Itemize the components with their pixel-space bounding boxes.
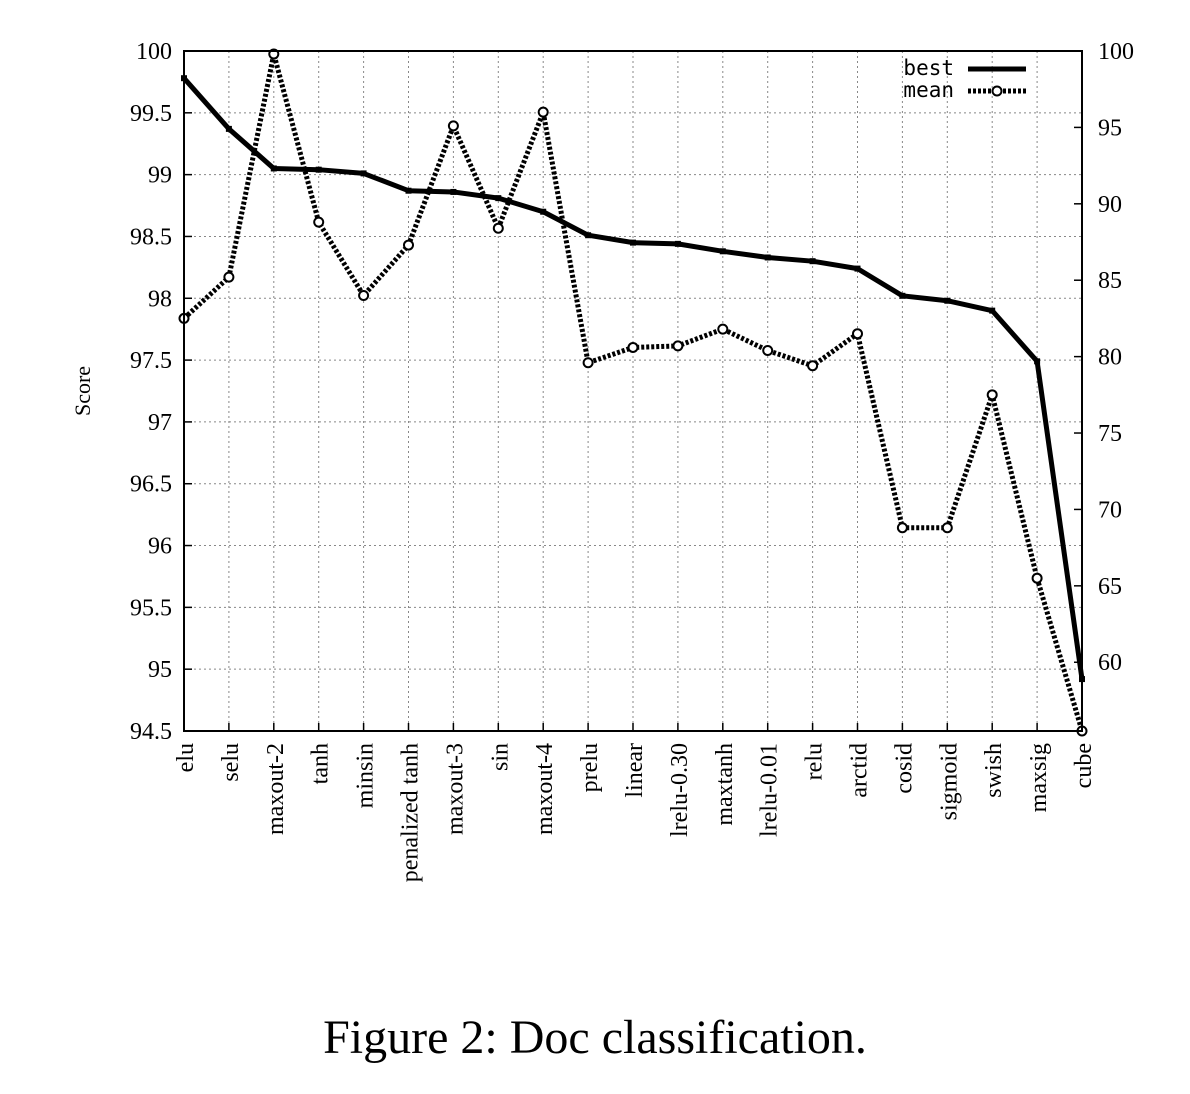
x-tick-label: prelu bbox=[577, 743, 603, 792]
y-tick-label: 99.5 bbox=[130, 101, 172, 127]
y-tick-label: 96.5 bbox=[130, 472, 172, 498]
x-tick-label: maxsig bbox=[1026, 743, 1052, 812]
y2-tick-label: 85 bbox=[1098, 268, 1122, 294]
data-point-mean bbox=[403, 239, 414, 251]
x-tick-label: selu bbox=[218, 743, 244, 782]
x-tick-label: swish bbox=[981, 743, 1007, 798]
x-tick-label: arctid bbox=[847, 743, 873, 798]
data-point-mean bbox=[986, 389, 998, 401]
legend-label-best: best bbox=[903, 56, 954, 80]
figure-caption: Figure 2: Doc classification. bbox=[323, 1011, 867, 1064]
x-tick-label: linear bbox=[622, 743, 648, 798]
data-point-best bbox=[450, 188, 457, 195]
legend-marker-mean bbox=[991, 85, 1003, 97]
data-point-mean bbox=[537, 106, 549, 118]
data-point-mean bbox=[896, 522, 908, 534]
y-axis-left: 94.5 95 95.5 96 96.5 97 97.5 98 98.5 99 99.5 100 bbox=[130, 39, 192, 745]
data-point-best bbox=[495, 195, 502, 202]
data-point-best bbox=[585, 232, 592, 239]
data-point-mean bbox=[447, 120, 459, 132]
y2-tick-label: 95 bbox=[1098, 115, 1122, 141]
data-point-mean bbox=[941, 522, 953, 534]
x-axis-categories: elu selu maxout-2 tanh minsin penalized tanh m… bbox=[173, 723, 1097, 882]
series bbox=[178, 48, 1088, 737]
x-tick-label: elu bbox=[173, 743, 199, 772]
y-tick-label: 96 bbox=[148, 534, 172, 560]
data-point-mean bbox=[762, 345, 774, 357]
plot-frame bbox=[183, 50, 1083, 732]
y2-tick-label: 70 bbox=[1098, 497, 1122, 523]
data-point-best bbox=[405, 187, 412, 194]
y-tick-label: 95.5 bbox=[130, 595, 172, 621]
data-point-best bbox=[944, 297, 951, 304]
legend: best mean bbox=[903, 56, 1026, 102]
y2-tick-label: 75 bbox=[1098, 421, 1122, 447]
y2-tick-label: 90 bbox=[1098, 192, 1122, 218]
data-point-mean bbox=[627, 341, 639, 353]
data-point-mean bbox=[313, 216, 325, 228]
data-point-best bbox=[315, 166, 322, 173]
y2-tick-label: 60 bbox=[1098, 650, 1122, 676]
y-tick-label: 97.5 bbox=[130, 348, 172, 374]
data-point-best bbox=[854, 265, 861, 272]
data-point-mean bbox=[358, 289, 370, 301]
data-point-best bbox=[899, 292, 906, 299]
y-tick-label: 98.5 bbox=[130, 224, 172, 250]
x-tick-label: maxout-3 bbox=[442, 743, 468, 835]
x-tick-label: maxout-4 bbox=[532, 743, 558, 835]
data-point-best bbox=[1034, 358, 1041, 365]
grid bbox=[184, 51, 1082, 731]
x-tick-label: maxtanh bbox=[712, 743, 738, 826]
y-tick-label: 99 bbox=[148, 163, 172, 189]
data-point-best bbox=[225, 125, 232, 132]
x-tick-label: penalized tanh bbox=[398, 743, 424, 882]
data-point-mean bbox=[582, 357, 594, 369]
data-point-best bbox=[989, 307, 996, 314]
data-point-mean bbox=[672, 340, 684, 352]
y-tick-label: 100 bbox=[136, 39, 172, 65]
x-tick-label: minsin bbox=[353, 743, 379, 808]
x-tick-label: sin bbox=[487, 743, 513, 771]
data-point-mean bbox=[717, 323, 729, 335]
data-point-best bbox=[630, 239, 636, 246]
data-point-mean bbox=[492, 222, 504, 234]
x-tick-label: maxout-2 bbox=[263, 743, 289, 835]
data-point-best bbox=[719, 248, 726, 255]
y2-tick-label: 65 bbox=[1098, 574, 1122, 600]
data-point-best bbox=[809, 258, 816, 265]
y-axis-right: 60 65 70 75 80 85 90 95 100 bbox=[1074, 39, 1134, 676]
x-tick-label: sigmoid bbox=[936, 743, 962, 820]
x-tick-label: lrelu-0.01 bbox=[757, 743, 783, 837]
data-point-best bbox=[360, 170, 367, 177]
y-tick-label: 94.5 bbox=[130, 719, 172, 745]
x-tick-label: tanh bbox=[308, 743, 334, 784]
legend-label-mean: mean bbox=[903, 78, 954, 102]
data-point-best bbox=[764, 254, 771, 261]
x-tick-label: cosid bbox=[891, 743, 917, 794]
chart: 94.5 95 95.5 96 96.5 97 97.5 98 98.5 99 99.5 100 60… bbox=[70, 39, 1134, 882]
data-point-mean bbox=[852, 328, 863, 340]
data-point-best bbox=[540, 208, 547, 215]
x-tick-label: cube bbox=[1071, 743, 1097, 788]
y-tick-label: 95 bbox=[148, 657, 172, 683]
y-axis-title: Score bbox=[70, 366, 95, 416]
y-tick-label: 98 bbox=[148, 286, 172, 312]
y-tick-label: 97 bbox=[148, 410, 172, 436]
x-tick-label: lrelu-0.30 bbox=[667, 743, 693, 837]
data-point-mean bbox=[223, 271, 235, 283]
x-tick-label: relu bbox=[802, 743, 828, 780]
data-point-mean bbox=[807, 360, 819, 372]
data-point-mean bbox=[1031, 572, 1043, 584]
data-point-best bbox=[674, 240, 681, 247]
data-point-best bbox=[270, 165, 277, 172]
y2-tick-label: 100 bbox=[1098, 39, 1134, 65]
y2-tick-label: 80 bbox=[1098, 345, 1122, 371]
